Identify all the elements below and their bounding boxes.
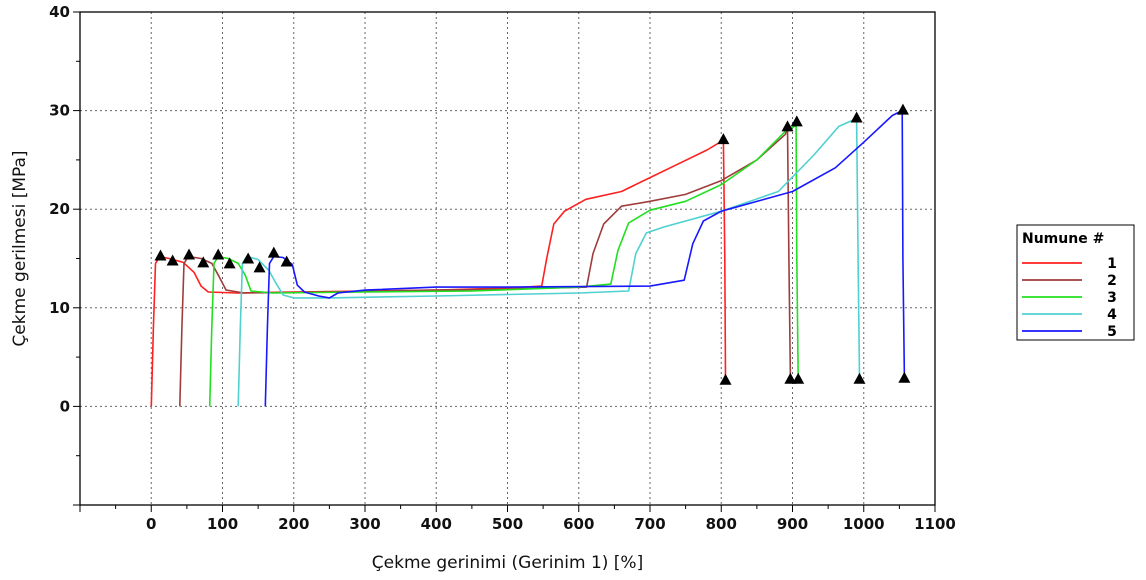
break-marker-4 [850,111,863,123]
break-marker-5 [896,103,909,115]
x-tick-label: 300 [349,515,380,533]
x-tick-label: 400 [421,515,452,533]
legend-label-2: 2 [1107,273,1117,289]
grid [80,12,935,505]
x-tick-label: 200 [278,515,309,533]
break-marker-4 [853,372,866,384]
break-marker-2 [197,256,210,268]
break-marker-3 [790,115,803,127]
series-line-4 [237,117,861,407]
x-axis-title: Çekme gerinimi (Gerinim 1) [%] [372,553,643,573]
y-tick-label: 10 [49,299,70,317]
break-marker-5 [267,246,280,258]
break-marker-1 [154,249,167,261]
legend-title: Numune # [1022,231,1104,247]
x-tick-label: 600 [563,515,594,533]
x-tick-label: 1100 [914,515,956,533]
x-tick-label: 900 [777,515,808,533]
break-marker-5 [898,371,911,383]
break-marker-1 [719,373,732,385]
break-marker-3 [792,372,805,384]
break-marker-1 [166,254,179,266]
x-tick-label: 500 [492,515,523,533]
series-lines [150,109,906,407]
x-tick-label: 700 [634,515,665,533]
legend-box [1016,224,1135,341]
legend-label-5: 5 [1107,324,1117,340]
axis-ticks: 0 100 200 300 400 500 600 700 800 900 1000 1100 0 10 2… [49,3,956,533]
series-markers [154,103,911,385]
series-line-2 [179,126,792,407]
legend-label-4: 4 [1107,307,1117,323]
x-tick-label: 800 [706,515,737,533]
legend-label-1: 1 [1107,256,1117,272]
break-marker-5 [280,255,293,267]
x-tick-label: 1000 [843,515,885,533]
y-tick-label: 30 [49,102,70,120]
legend-label-3: 3 [1107,290,1117,306]
break-marker-4 [253,261,266,273]
break-marker-3 [223,257,236,269]
break-marker-1 [717,133,730,145]
y-tick-label: 20 [49,200,70,218]
break-marker-2 [784,372,797,384]
x-tick-label: 0 [146,515,156,533]
break-marker-2 [183,248,196,260]
y-tick-label: 40 [49,3,70,21]
series-line-3 [208,124,799,407]
break-marker-4 [242,252,255,264]
x-tick-label: 100 [207,515,238,533]
break-marker-2 [781,120,794,132]
break-marker-3 [212,248,225,260]
series-line-1 [150,139,727,407]
series-line-5 [264,109,906,407]
y-tick-label: 0 [60,397,70,415]
y-axis-title: Çekme gerilmesi [MPa] [10,150,30,346]
